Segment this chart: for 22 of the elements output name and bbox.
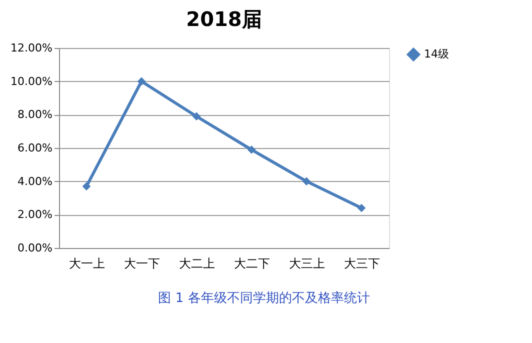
legend-label: 14级 xyxy=(424,48,449,60)
y-tick-label: 6.00% xyxy=(18,142,52,154)
point xyxy=(247,145,256,154)
y-tick-label: 10.00% xyxy=(10,74,52,88)
y-tick-label: 12.00% xyxy=(10,42,52,54)
y-tick-label: 2.00% xyxy=(18,208,52,222)
x-tick-label: 大二上 xyxy=(179,256,215,270)
point xyxy=(192,112,201,121)
y-tick-label: 4.00% xyxy=(18,174,52,188)
x-tick-label: 大二下 xyxy=(234,256,270,270)
point xyxy=(357,204,366,212)
y-tick-label: 8.00% xyxy=(18,108,52,122)
chart-title: 2018届 xyxy=(186,7,262,31)
x-tick-label: 大三下 xyxy=(344,256,380,270)
x-tick-label: 大三上 xyxy=(289,256,325,270)
point xyxy=(137,77,146,86)
caption: 图 1 各年级不同学期的不及格率统计 xyxy=(158,290,370,306)
x-tick-label: 大一上 xyxy=(69,256,105,270)
point xyxy=(302,177,311,186)
point xyxy=(82,182,91,191)
x-tick-label: 大一下 xyxy=(124,256,160,270)
y-tick-label: 0.00% xyxy=(18,242,52,254)
